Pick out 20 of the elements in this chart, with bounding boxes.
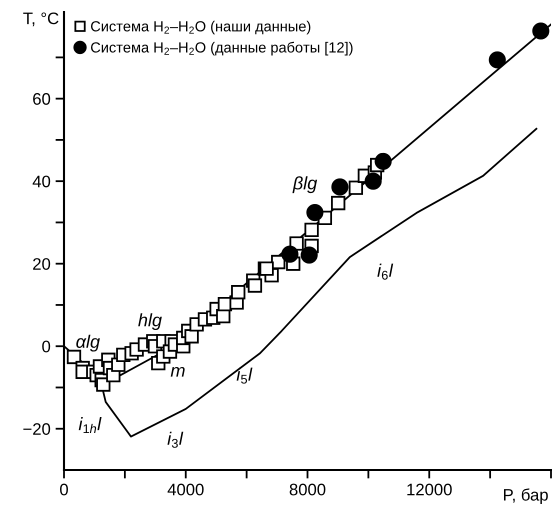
y-tick-label: 60	[33, 93, 50, 105]
annotation: βlg	[292, 176, 318, 194]
annotation: i$_{3}$l	[167, 432, 184, 448]
legend-label: Система H$_{2}$–H$_{2}$O (наши данные)	[90, 20, 310, 34]
y-tick-label: 20	[33, 258, 50, 270]
legend-label: Система H$_{2}$–H$_{2}$O (данные работы [12])	[90, 42, 353, 56]
y-tick-label: −20	[23, 423, 50, 435]
x-tick-label: 12000	[407, 484, 452, 496]
x-axis-title: P, бар	[504, 488, 548, 504]
annotation: hlg	[138, 313, 162, 330]
x-tick-label: 4000	[168, 484, 204, 496]
x-tick-label: 8000	[290, 484, 326, 496]
y-axis-title: T, °C	[23, 12, 58, 26]
x-tick-label: 0	[60, 484, 68, 496]
annotation: αlg	[76, 334, 100, 352]
y-tick-label: 40	[32, 176, 50, 188]
y-tick-label: 0	[42, 340, 50, 352]
annotation: i$_{1h}$l	[78, 417, 102, 434]
annotation: m	[170, 366, 185, 377]
annotation: i$_{6}$l	[377, 264, 394, 280]
